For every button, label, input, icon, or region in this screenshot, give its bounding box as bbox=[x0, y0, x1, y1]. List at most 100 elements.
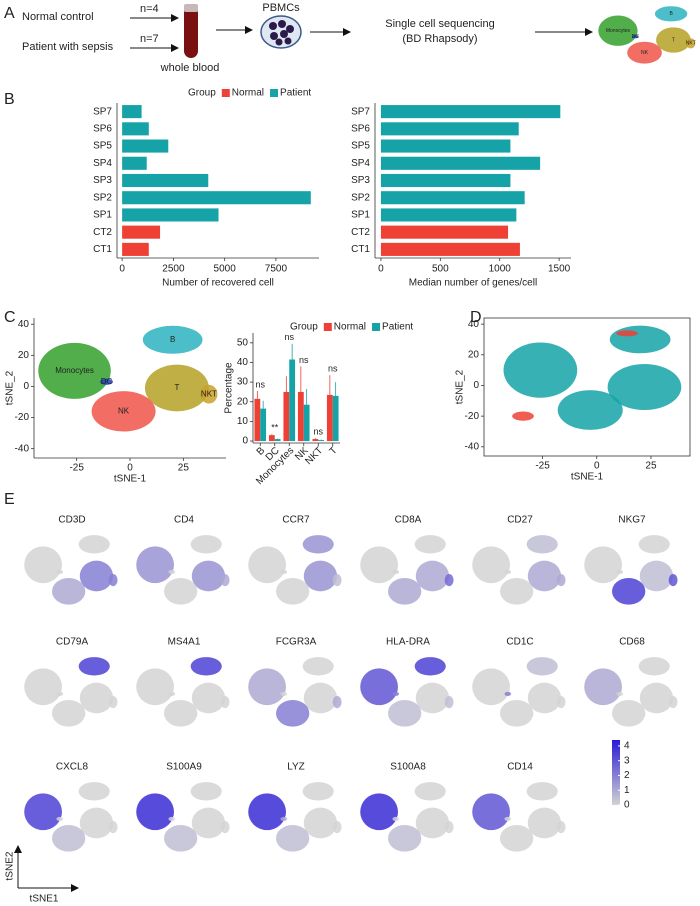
legend-label: Normal bbox=[334, 322, 366, 333]
x-tick-label: 1500 bbox=[548, 264, 571, 275]
cluster-label: T bbox=[174, 383, 179, 392]
legend-label: Patient bbox=[280, 88, 311, 99]
bar bbox=[318, 440, 325, 442]
y-tick-label: SP1 bbox=[351, 210, 370, 221]
expression-cluster bbox=[584, 668, 622, 706]
expression-cluster bbox=[164, 700, 198, 727]
expression-cluster bbox=[191, 560, 226, 592]
bar bbox=[312, 439, 319, 442]
bar bbox=[274, 439, 281, 442]
expression-cluster bbox=[504, 691, 512, 696]
expression-cluster bbox=[360, 793, 398, 831]
axis-title: tSNE-1 bbox=[571, 472, 604, 483]
y-tick-label: 30 bbox=[237, 377, 249, 388]
bar bbox=[122, 208, 219, 222]
expression-cluster bbox=[168, 569, 176, 574]
axis-title: tSNE1 bbox=[30, 894, 59, 905]
expression-cluster bbox=[248, 793, 286, 831]
bar bbox=[326, 394, 333, 442]
y-tick-label: SP6 bbox=[93, 123, 112, 134]
colorbar-label: 3 bbox=[624, 755, 630, 766]
expression-cluster bbox=[616, 569, 624, 574]
cluster-label: NK bbox=[118, 406, 130, 415]
bar bbox=[380, 156, 541, 170]
colorbar-label: 2 bbox=[624, 770, 630, 781]
panel-label: B bbox=[4, 91, 15, 108]
cluster bbox=[38, 342, 111, 399]
expression-cluster bbox=[79, 560, 114, 592]
x-tick-label: 25 bbox=[178, 463, 190, 474]
expression-cluster bbox=[527, 682, 562, 714]
x-tick-label: 25 bbox=[645, 461, 657, 472]
expression-cluster bbox=[414, 535, 446, 554]
x-tick-label: NKT bbox=[303, 445, 325, 467]
expression-cluster bbox=[56, 691, 64, 696]
legend-title: Group bbox=[188, 88, 216, 99]
bar bbox=[122, 105, 142, 119]
expression-cluster bbox=[24, 668, 62, 706]
expression-cluster bbox=[392, 816, 400, 821]
diagram-label: Single cell sequencing bbox=[385, 18, 494, 30]
x-tick-label: 0 bbox=[378, 264, 384, 275]
y-tick-label: 0 bbox=[242, 436, 248, 447]
expression-cluster bbox=[414, 657, 446, 676]
y-tick-label: 20 bbox=[237, 396, 249, 407]
cluster-label: NKT bbox=[201, 389, 217, 398]
expression-cluster bbox=[526, 657, 558, 676]
annotation: ns bbox=[313, 426, 323, 436]
cluster bbox=[91, 391, 156, 432]
expression-cluster bbox=[388, 825, 422, 852]
annotation: ns bbox=[328, 364, 338, 374]
bar bbox=[380, 122, 519, 136]
y-tick-label: -40 bbox=[465, 441, 480, 452]
gene-title: MS4A1 bbox=[168, 637, 201, 648]
bar bbox=[122, 156, 147, 170]
expression-cluster bbox=[332, 573, 342, 587]
bar bbox=[122, 191, 311, 205]
expression-cluster bbox=[220, 820, 230, 834]
gene-title: CD14 bbox=[507, 762, 533, 773]
expression-cluster bbox=[388, 700, 422, 727]
bar bbox=[303, 404, 310, 442]
y-tick-label: 10 bbox=[237, 416, 249, 427]
x-tick-label: 2500 bbox=[162, 264, 185, 275]
legend-title: Group bbox=[290, 322, 318, 333]
bar bbox=[122, 242, 149, 256]
legend-label: Patient bbox=[382, 322, 413, 333]
diagram-label: PBMCs bbox=[262, 2, 300, 14]
expression-cluster bbox=[415, 807, 450, 839]
expression-cluster bbox=[164, 825, 198, 852]
expression-cluster bbox=[500, 700, 534, 727]
y-tick-label: SP2 bbox=[93, 192, 112, 203]
panel-label: E bbox=[4, 491, 15, 508]
legend-swatch bbox=[221, 89, 230, 97]
expression-cluster bbox=[56, 569, 64, 574]
expression-cluster bbox=[280, 569, 288, 574]
gene-title: CD1C bbox=[506, 637, 533, 648]
legend-swatch bbox=[270, 89, 279, 97]
expression-cluster bbox=[302, 535, 334, 554]
cluster-label: NK bbox=[641, 50, 649, 56]
blood-tube bbox=[184, 6, 198, 58]
expression-cluster bbox=[388, 578, 422, 605]
expression-cluster bbox=[500, 825, 534, 852]
y-tick-label: SP7 bbox=[351, 106, 370, 117]
cluster-label: B bbox=[669, 11, 673, 17]
cluster bbox=[656, 27, 691, 53]
expression-cluster bbox=[79, 682, 114, 714]
expression-cluster bbox=[556, 820, 566, 834]
cluster bbox=[142, 325, 203, 354]
cluster bbox=[503, 342, 578, 398]
y-tick-label: CT2 bbox=[93, 227, 112, 238]
diagram-label: Patient with sepsis bbox=[22, 41, 114, 53]
expression-cluster bbox=[472, 793, 510, 831]
expression-cluster bbox=[303, 560, 338, 592]
y-tick-label: 40 bbox=[18, 319, 30, 330]
cluster bbox=[607, 364, 682, 410]
expression-cluster bbox=[415, 560, 450, 592]
expression-cluster bbox=[616, 691, 624, 696]
expression-cluster bbox=[668, 573, 678, 587]
panel-label: C bbox=[4, 309, 16, 326]
bar bbox=[254, 398, 261, 442]
